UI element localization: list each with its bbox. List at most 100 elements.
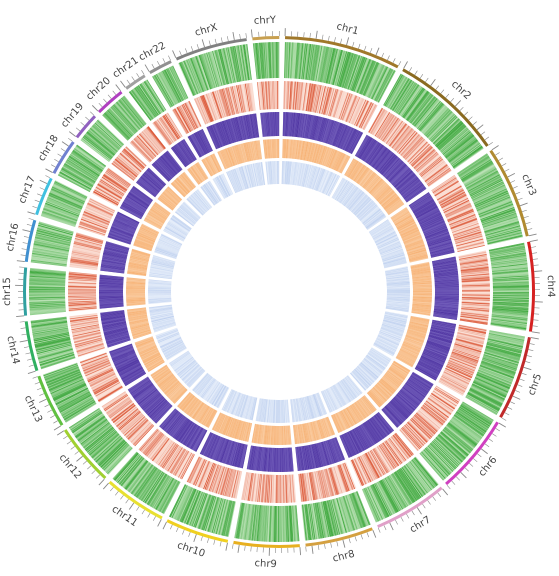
ideogram-chr7 [377, 486, 443, 528]
ideogram-chr22 [149, 60, 172, 75]
bin [297, 82, 302, 111]
bin [290, 42, 294, 79]
bin [394, 128, 413, 151]
bin [414, 98, 439, 128]
bin [295, 113, 300, 137]
bin [308, 83, 314, 112]
bin [287, 139, 290, 159]
ticks-chr3 [491, 145, 537, 237]
bin [336, 124, 346, 148]
bin [323, 119, 331, 143]
bin [325, 87, 333, 116]
tick [103, 98, 107, 103]
tick [232, 543, 234, 549]
bin [262, 112, 265, 137]
bin [301, 113, 306, 138]
bin [318, 145, 325, 165]
bin [324, 47, 333, 84]
bin [274, 81, 277, 110]
bin [315, 45, 323, 82]
tick [168, 55, 171, 61]
bin [340, 126, 351, 149]
bin [325, 173, 336, 195]
bin [335, 153, 345, 171]
bin [303, 82, 308, 111]
bin [435, 122, 463, 148]
bin [286, 42, 289, 79]
bin [273, 42, 275, 79]
bin [354, 58, 368, 92]
bin [295, 162, 300, 186]
bin [309, 44, 316, 81]
bin [283, 112, 286, 137]
bin [422, 106, 447, 134]
bin [323, 147, 331, 166]
tick [525, 361, 531, 364]
tick [488, 438, 493, 442]
tick [66, 441, 72, 445]
bin [391, 79, 412, 111]
bin [324, 119, 333, 143]
tick [39, 187, 45, 190]
bin [314, 144, 321, 163]
bin [329, 121, 338, 145]
bin [333, 123, 343, 147]
bin [274, 139, 276, 159]
bin [330, 150, 338, 169]
bin [377, 114, 394, 139]
bin [395, 82, 416, 113]
bin [345, 54, 359, 89]
bin [402, 87, 424, 118]
bin [323, 172, 334, 194]
bin [293, 42, 297, 79]
bin [393, 126, 412, 150]
tick [91, 105, 99, 112]
bin [308, 44, 315, 81]
bin [430, 115, 457, 142]
tick [408, 67, 413, 72]
bin [272, 161, 274, 185]
bin [291, 112, 295, 137]
tick [395, 519, 398, 525]
bin [273, 139, 275, 159]
bin [285, 112, 288, 137]
bin [312, 167, 320, 190]
bin [407, 91, 430, 122]
bin [372, 110, 388, 136]
ticks-chr18 [45, 137, 73, 173]
tick [495, 152, 500, 156]
bin [332, 90, 342, 118]
bin [305, 142, 310, 161]
tick [432, 496, 436, 501]
bin [429, 114, 456, 141]
bin [328, 88, 338, 117]
tick [250, 29, 253, 38]
bin [274, 161, 276, 185]
bin [392, 80, 413, 112]
bin [416, 100, 441, 129]
bin [286, 81, 289, 110]
tick [460, 472, 467, 479]
bin [277, 81, 279, 110]
bin [310, 44, 317, 81]
bin [317, 117, 325, 142]
bin [269, 161, 272, 185]
tick [450, 98, 455, 103]
tick [534, 270, 543, 272]
bin [338, 125, 349, 149]
bin [433, 118, 461, 145]
tick [196, 44, 199, 50]
bin [284, 42, 286, 79]
bin [355, 100, 368, 126]
bin [343, 128, 355, 151]
bin [371, 109, 387, 135]
bin [439, 126, 468, 152]
bin [272, 112, 274, 137]
bin [421, 105, 447, 133]
bin [284, 139, 287, 159]
bin [320, 46, 329, 83]
bin [324, 148, 332, 167]
tick [85, 116, 90, 121]
bin [278, 161, 280, 185]
tick [464, 467, 469, 472]
